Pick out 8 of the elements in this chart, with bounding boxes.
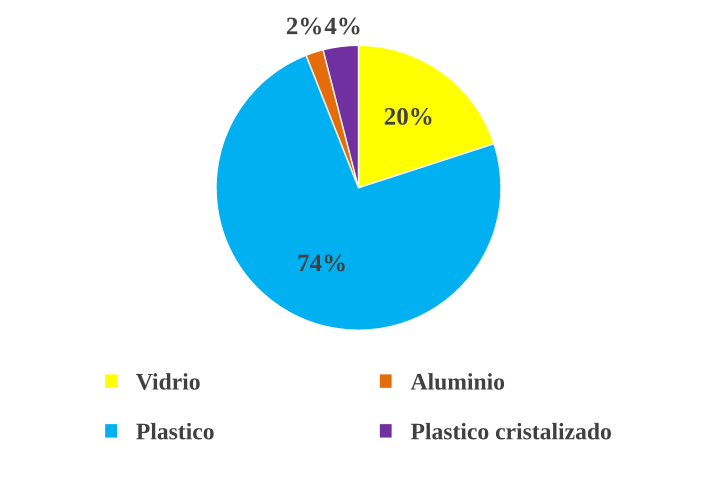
data-label: 74%	[298, 254, 345, 272]
legend-label: Plastico cristalizado	[410, 422, 611, 440]
legend-label: Plastico	[136, 422, 214, 440]
legend-label: Vidrio	[136, 373, 200, 390]
data-label: 2%	[286, 18, 322, 35]
data-label: 20%	[384, 108, 432, 125]
legend-label: Aluminio	[410, 373, 504, 390]
data-label: 4%	[324, 18, 360, 35]
